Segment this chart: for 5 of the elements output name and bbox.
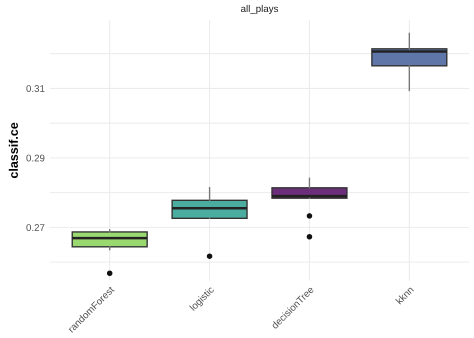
chart-title: all_plays bbox=[241, 4, 278, 14]
y-tick-label: 0.29 bbox=[26, 154, 44, 162]
y-tick-label: 0.27 bbox=[26, 224, 44, 231]
y-tick-label: 0.31 bbox=[26, 85, 44, 92]
y-axis-title: classif.ce bbox=[8, 122, 18, 178]
